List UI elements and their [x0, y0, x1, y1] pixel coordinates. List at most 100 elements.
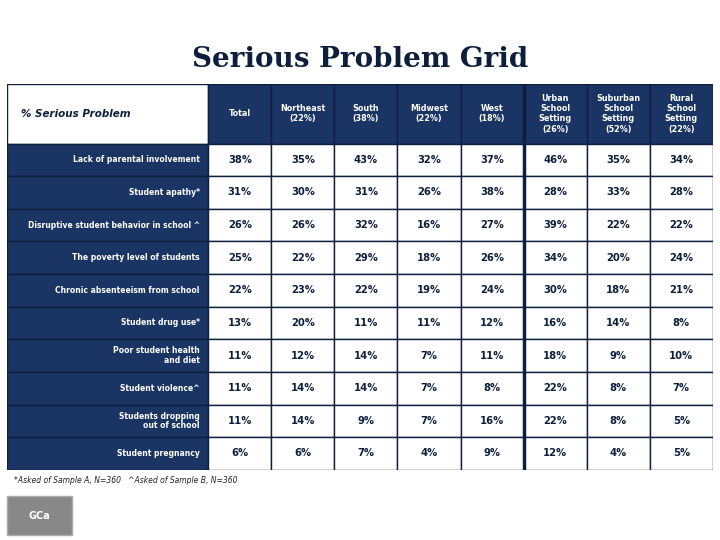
Text: 22%: 22%: [354, 285, 378, 295]
Bar: [334, 339, 397, 372]
Bar: [523, 176, 587, 209]
Bar: [397, 404, 461, 437]
Bar: [649, 404, 713, 437]
Text: Students dropping
out of school: Students dropping out of school: [119, 411, 200, 430]
Text: 14%: 14%: [291, 383, 315, 393]
Bar: [7, 241, 208, 274]
Bar: [587, 437, 649, 470]
Text: 22%: 22%: [291, 253, 315, 263]
Bar: [7, 307, 208, 339]
Bar: [208, 307, 271, 339]
Bar: [7, 176, 208, 209]
Text: 5%: 5%: [672, 449, 690, 458]
Text: 35%: 35%: [606, 155, 630, 165]
Text: 13%: 13%: [228, 318, 252, 328]
Bar: [523, 339, 587, 372]
Bar: [271, 437, 334, 470]
Text: 39%: 39%: [543, 220, 567, 230]
Bar: [587, 144, 649, 176]
Text: 38%: 38%: [480, 187, 504, 198]
Text: 9%: 9%: [484, 449, 500, 458]
Bar: [208, 372, 271, 404]
Text: South
(38%): South (38%): [353, 104, 379, 123]
Bar: [587, 176, 649, 209]
Text: 26%: 26%: [291, 220, 315, 230]
Text: 11%: 11%: [228, 416, 252, 426]
Text: 11%: 11%: [354, 318, 378, 328]
Text: 28%: 28%: [670, 187, 693, 198]
Bar: [271, 274, 334, 307]
Text: 23%: 23%: [291, 285, 315, 295]
Text: *Asked of Sample A, N=360   ^Asked of Sample B, N=360: *Asked of Sample A, N=360 ^Asked of Samp…: [14, 476, 238, 485]
Bar: [208, 176, 271, 209]
Bar: [523, 307, 587, 339]
Text: 14%: 14%: [354, 383, 378, 393]
Bar: [208, 274, 271, 307]
Text: 26%: 26%: [228, 220, 252, 230]
Bar: [208, 84, 271, 144]
Text: The poverty level of students: The poverty level of students: [72, 253, 200, 262]
Text: 43%: 43%: [354, 155, 378, 165]
Text: 32%: 32%: [417, 155, 441, 165]
Text: 14%: 14%: [606, 318, 631, 328]
Text: 18%: 18%: [543, 350, 567, 361]
Bar: [649, 144, 713, 176]
Text: 11%: 11%: [480, 350, 504, 361]
Text: 7%: 7%: [420, 416, 438, 426]
Text: 4%: 4%: [420, 449, 438, 458]
Bar: [334, 144, 397, 176]
Bar: [523, 274, 587, 307]
Text: 7%: 7%: [420, 350, 438, 361]
Text: 25%: 25%: [228, 253, 252, 263]
Text: 18%: 18%: [417, 253, 441, 263]
Bar: [461, 209, 523, 241]
Text: Student apathy*: Student apathy*: [129, 188, 200, 197]
Text: 18%: 18%: [606, 285, 630, 295]
Bar: [523, 144, 587, 176]
Bar: [208, 404, 271, 437]
Bar: [334, 372, 397, 404]
Bar: [587, 404, 649, 437]
Bar: [649, 372, 713, 404]
Text: 22%: 22%: [543, 416, 567, 426]
Bar: [271, 404, 334, 437]
Text: 38%: 38%: [228, 155, 252, 165]
Bar: [208, 339, 271, 372]
Bar: [461, 241, 523, 274]
Text: 22%: 22%: [670, 220, 693, 230]
Bar: [7, 209, 208, 241]
Text: GCa: GCa: [29, 511, 50, 521]
Text: Serious Problem Grid: Serious Problem Grid: [192, 46, 528, 73]
Bar: [523, 437, 587, 470]
Bar: [7, 339, 208, 372]
Text: 34%: 34%: [543, 253, 567, 263]
Text: 26%: 26%: [480, 253, 504, 263]
Text: 8%: 8%: [484, 383, 500, 393]
Text: 11%: 11%: [228, 383, 252, 393]
Bar: [587, 84, 649, 144]
Bar: [587, 307, 649, 339]
Bar: [461, 307, 523, 339]
Text: 33%: 33%: [606, 187, 630, 198]
Text: Suburban
School
Setting
(52%): Suburban School Setting (52%): [596, 93, 640, 134]
Bar: [397, 241, 461, 274]
Bar: [461, 437, 523, 470]
Text: 10%: 10%: [669, 350, 693, 361]
Bar: [208, 144, 271, 176]
Text: 20%: 20%: [291, 318, 315, 328]
Text: 8%: 8%: [610, 383, 627, 393]
Bar: [649, 437, 713, 470]
Text: Northeast
(22%): Northeast (22%): [280, 104, 325, 123]
Bar: [334, 307, 397, 339]
Bar: [208, 437, 271, 470]
Bar: [397, 209, 461, 241]
Bar: [461, 339, 523, 372]
Text: 46%: 46%: [543, 155, 567, 165]
Text: 16%: 16%: [480, 416, 504, 426]
Text: Disruptive student behavior in school ^: Disruptive student behavior in school ^: [27, 221, 200, 230]
Bar: [461, 274, 523, 307]
Text: 28%: 28%: [543, 187, 567, 198]
Bar: [7, 372, 208, 404]
Text: 21%: 21%: [669, 285, 693, 295]
Text: 9%: 9%: [610, 350, 626, 361]
